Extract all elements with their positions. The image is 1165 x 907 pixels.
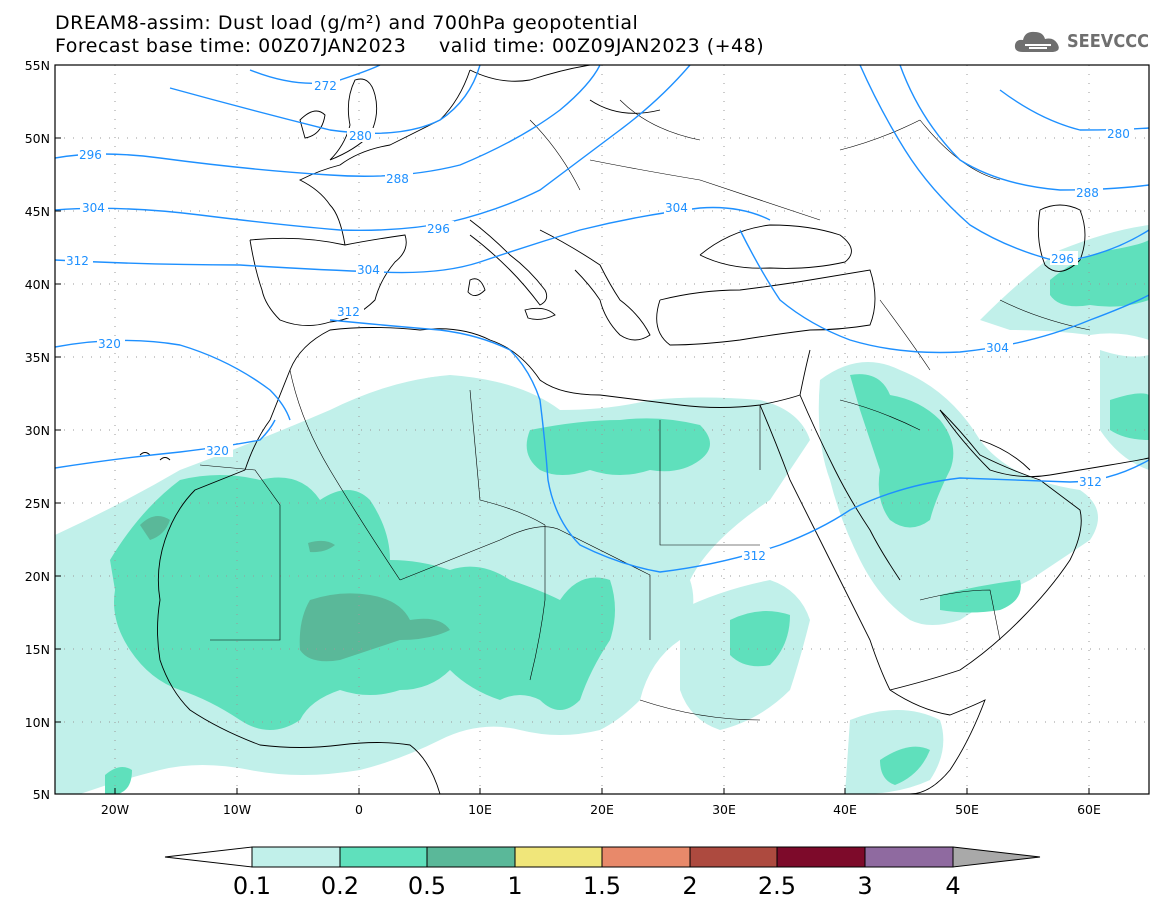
cloud-icon xyxy=(1014,31,1059,52)
contour-label: 320 xyxy=(206,444,229,458)
colorbar-segment xyxy=(426,846,516,868)
lon-label: 60E xyxy=(1077,802,1101,817)
contour-label: 288 xyxy=(1076,186,1099,200)
contour-label: 312 xyxy=(1079,475,1102,489)
contour-label: 296 xyxy=(1051,252,1074,266)
colorbar-label: 0.2 xyxy=(321,872,359,900)
contour-label: 312 xyxy=(66,254,89,268)
contour-label: 280 xyxy=(349,129,372,143)
lat-label: 5N xyxy=(33,787,50,802)
colorbar-label: 0.5 xyxy=(408,872,446,900)
contour-label: 312 xyxy=(743,549,766,563)
longitude-labels: 20W 10W 0 10E 20E 30E 40E 50E 60E xyxy=(101,802,1101,817)
colorbar-segment xyxy=(864,846,954,868)
axis-ticks xyxy=(55,64,1090,795)
contour-label: 320 xyxy=(98,337,121,351)
lat-label: 55N xyxy=(25,58,50,73)
lat-label: 10N xyxy=(25,715,50,730)
lat-label: 35N xyxy=(25,350,50,365)
colorbar-label: 4 xyxy=(945,872,960,900)
contour-label: 304 xyxy=(82,201,105,215)
forecast-time-subtitle: Forecast base time: 00Z07JAN2023 valid t… xyxy=(55,35,765,57)
lat-label: 15N xyxy=(25,642,50,657)
colorbar-segment xyxy=(601,846,691,868)
logo-text: SEEVCCC xyxy=(1067,30,1149,52)
contour-label: 312 xyxy=(337,305,360,319)
colorbar-segment xyxy=(339,846,428,868)
lon-label: 50E xyxy=(955,802,979,817)
colorbar-label: 2 xyxy=(682,872,697,900)
contour-label: 296 xyxy=(79,148,102,162)
lat-label: 40N xyxy=(25,277,50,292)
colorbar-segment xyxy=(776,846,866,868)
country-borders xyxy=(199,99,1091,721)
coastlines xyxy=(139,65,1149,794)
colorbar-label: 1 xyxy=(507,872,522,900)
dust-dark-areas xyxy=(140,516,450,662)
colorbar xyxy=(164,846,1041,868)
colorbar-segment xyxy=(251,846,341,868)
colorbar-over-arrow xyxy=(952,846,1041,868)
colorbar-label: 1.5 xyxy=(583,872,621,900)
lat-label: 25N xyxy=(25,496,50,511)
lat-label: 20N xyxy=(25,569,50,584)
colorbar-labels: 0.1 0.2 0.5 1 1.5 2 2.5 3 4 xyxy=(233,872,961,900)
lon-label: 0 xyxy=(355,802,363,817)
colorbar-label: 3 xyxy=(857,872,872,900)
lat-label: 50N xyxy=(25,131,50,146)
contour-label: 304 xyxy=(665,201,688,215)
contour-label: 280 xyxy=(1107,127,1130,141)
contour-label: 288 xyxy=(386,172,409,186)
colorbar-label: 0.1 xyxy=(233,872,271,900)
lon-label: 40E xyxy=(833,802,857,817)
lon-label: 20E xyxy=(590,802,614,817)
contour-label: 296 xyxy=(427,222,450,236)
seevccc-logo: SEEVCCC xyxy=(1013,28,1149,54)
colorbar-segment xyxy=(514,846,603,868)
lon-label: 10W xyxy=(223,802,251,817)
contour-label: 272 xyxy=(314,79,337,93)
lat-label: 45N xyxy=(25,204,50,219)
contour-labels: 272 280 296 288 304 296 312 304 312 320 … xyxy=(65,78,1134,563)
lon-label: 10E xyxy=(468,802,492,817)
contour-label: 304 xyxy=(986,341,1009,355)
contour-label: 304 xyxy=(357,263,380,277)
latitude-labels: 55N 50N 45N 40N 35N 30N 25N 20N 15N 10N … xyxy=(25,58,50,802)
colorbar-under-arrow xyxy=(164,846,253,868)
lat-label: 30N xyxy=(25,423,50,438)
map-title: DREAM8-assim: Dust load (g/m²) and 700hP… xyxy=(55,12,639,34)
lon-label: 20W xyxy=(101,802,129,817)
colorbar-label: 2.5 xyxy=(758,872,796,900)
colorbar-segment xyxy=(689,846,778,868)
lon-label: 30E xyxy=(712,802,736,817)
